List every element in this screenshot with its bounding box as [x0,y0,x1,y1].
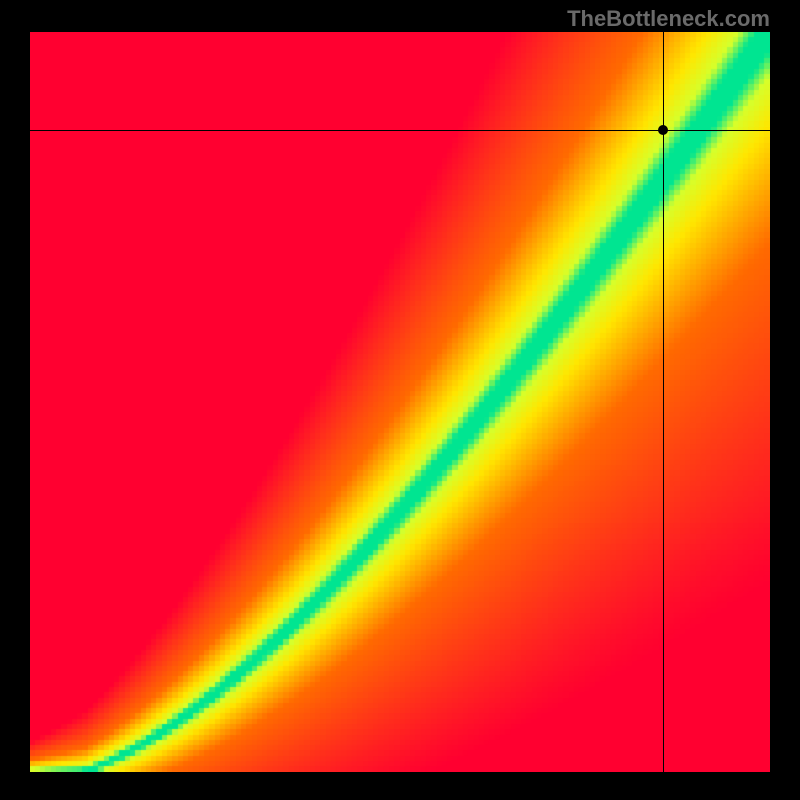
heatmap-canvas [30,32,770,772]
heatmap-plot [30,32,770,772]
crosshair-vertical [663,32,664,772]
watermark-text: TheBottleneck.com [567,6,770,32]
crosshair-marker [658,125,668,135]
